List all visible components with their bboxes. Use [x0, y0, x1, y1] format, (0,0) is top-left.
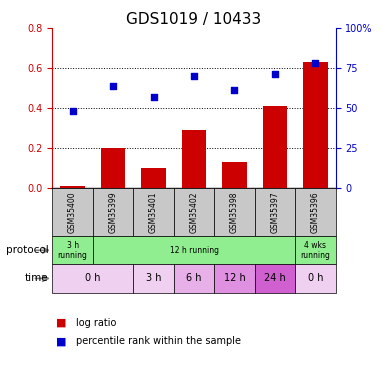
Bar [93, 236, 295, 264]
Point [272, 71, 278, 77]
Point [191, 73, 197, 79]
Bar [214, 264, 255, 292]
Point [151, 94, 157, 100]
Bar [303, 62, 327, 188]
Text: 3 h
running: 3 h running [58, 241, 88, 260]
Text: GSM35401: GSM35401 [149, 191, 158, 232]
Bar [52, 264, 133, 292]
Text: percentile rank within the sample: percentile rank within the sample [76, 336, 241, 346]
Bar [174, 264, 214, 292]
Bar [52, 236, 93, 264]
Bar [101, 148, 125, 188]
Point [110, 82, 116, 88]
Text: ■: ■ [56, 336, 67, 346]
Text: 6 h: 6 h [186, 273, 202, 284]
Bar [255, 188, 295, 236]
Text: log ratio: log ratio [76, 318, 116, 327]
Text: 0 h: 0 h [308, 273, 323, 284]
Bar [214, 188, 255, 236]
Bar [295, 264, 336, 292]
Point [231, 87, 237, 93]
Text: protocol: protocol [6, 245, 48, 255]
Title: GDS1019 / 10433: GDS1019 / 10433 [126, 12, 262, 27]
Text: GSM35399: GSM35399 [109, 191, 118, 232]
Bar [295, 236, 336, 264]
Bar [222, 162, 247, 188]
Text: time: time [25, 273, 48, 284]
Bar [93, 188, 133, 236]
Bar [295, 188, 336, 236]
Bar [133, 188, 174, 236]
Bar [263, 106, 287, 188]
Bar [141, 168, 166, 188]
Text: GSM35396: GSM35396 [311, 191, 320, 232]
Bar [174, 188, 214, 236]
Text: 24 h: 24 h [264, 273, 286, 284]
Bar [182, 130, 206, 188]
Text: GSM35400: GSM35400 [68, 191, 77, 232]
Text: 3 h: 3 h [146, 273, 161, 284]
Text: 12 h: 12 h [223, 273, 245, 284]
Point [69, 108, 76, 114]
Point [312, 60, 319, 66]
Text: GSM35397: GSM35397 [270, 191, 279, 232]
Bar [52, 188, 93, 236]
Text: ■: ■ [56, 318, 67, 327]
Text: 4 wks
running: 4 wks running [300, 241, 330, 260]
Text: 12 h running: 12 h running [170, 246, 218, 255]
Bar [61, 186, 85, 188]
Bar [133, 264, 174, 292]
Text: GSM35398: GSM35398 [230, 191, 239, 232]
Bar [255, 264, 295, 292]
Text: 0 h: 0 h [85, 273, 100, 284]
Text: GSM35402: GSM35402 [189, 191, 199, 232]
